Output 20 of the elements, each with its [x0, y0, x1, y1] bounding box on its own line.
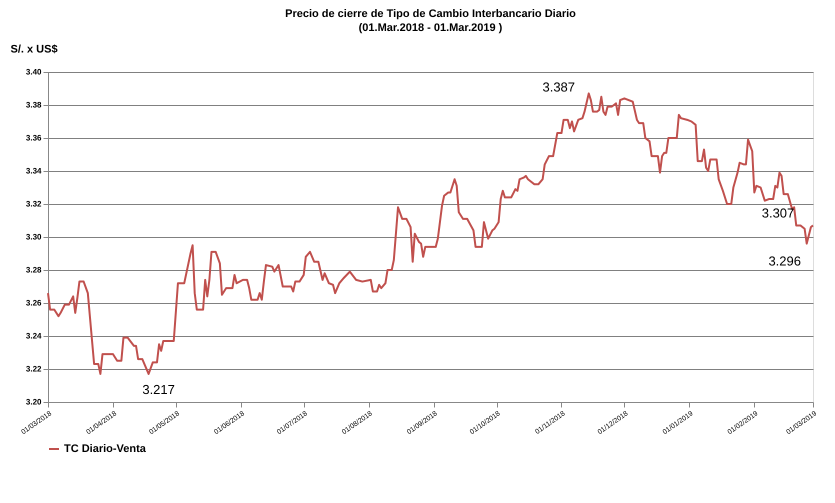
- y-tick-label: 3.32: [26, 200, 42, 208]
- y-tick-label: 3.20: [26, 398, 42, 406]
- annotation: 3.387: [542, 79, 576, 94]
- y-tick-label: 3.40: [26, 68, 42, 76]
- y-tick-label: 3.26: [26, 298, 42, 308]
- annotation: 3.307: [762, 205, 794, 220]
- y-tick-label: 3.34: [26, 166, 42, 176]
- chart-subtitle: (01.Mar.2018 - 01.Mar.2019 ): [358, 22, 503, 34]
- y-tick-label: 3.28: [26, 266, 42, 274]
- line-series: [47, 92, 814, 375]
- annotation: 3.217: [142, 382, 175, 397]
- y-tick-label: 3.36: [26, 134, 42, 142]
- legend-label: TC Diario-Venta: [64, 443, 147, 455]
- y-tick-label: 3.24: [26, 332, 42, 340]
- annotation: 3.296: [768, 254, 801, 269]
- y-tick-label: 3.38: [26, 100, 42, 110]
- y-tick-label: 3.22: [26, 364, 42, 374]
- y-axis-title: S/. x US$: [10, 44, 58, 56]
- y-tick-label: 3.30: [26, 232, 42, 242]
- chart-title: Precio de cierre de Tipo de Cambio Interbancario Diario: [285, 8, 576, 20]
